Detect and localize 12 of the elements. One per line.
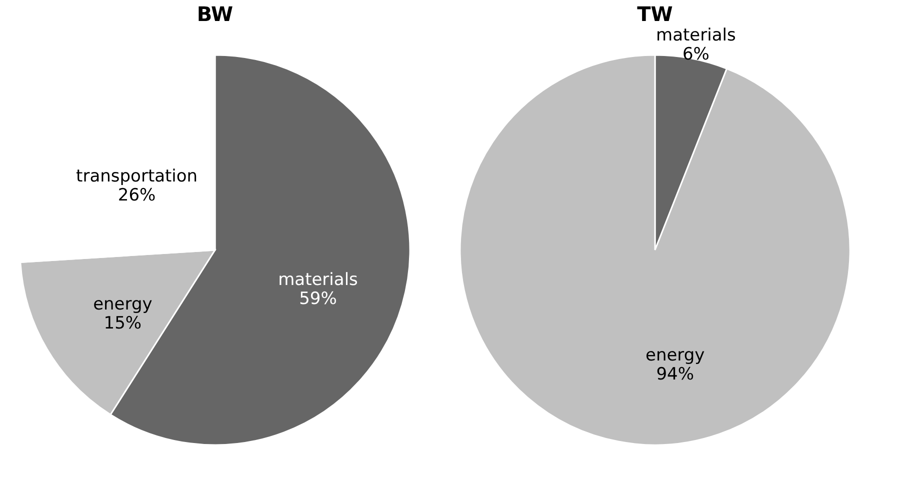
data-label: 15% <box>104 314 142 334</box>
chart-title: BW <box>196 2 234 26</box>
data-label: 59% <box>299 288 337 309</box>
data-label: 26% <box>118 186 156 206</box>
chart-title: TW <box>637 2 673 26</box>
data-label: 94% <box>656 364 694 384</box>
slice-label: materials <box>278 270 358 290</box>
data-label: 6% <box>682 44 710 64</box>
slice-label: energy <box>645 345 705 366</box>
slice-label: transportation <box>76 166 198 187</box>
slice-label: materials <box>656 25 736 46</box>
slice-label: energy <box>93 294 152 315</box>
